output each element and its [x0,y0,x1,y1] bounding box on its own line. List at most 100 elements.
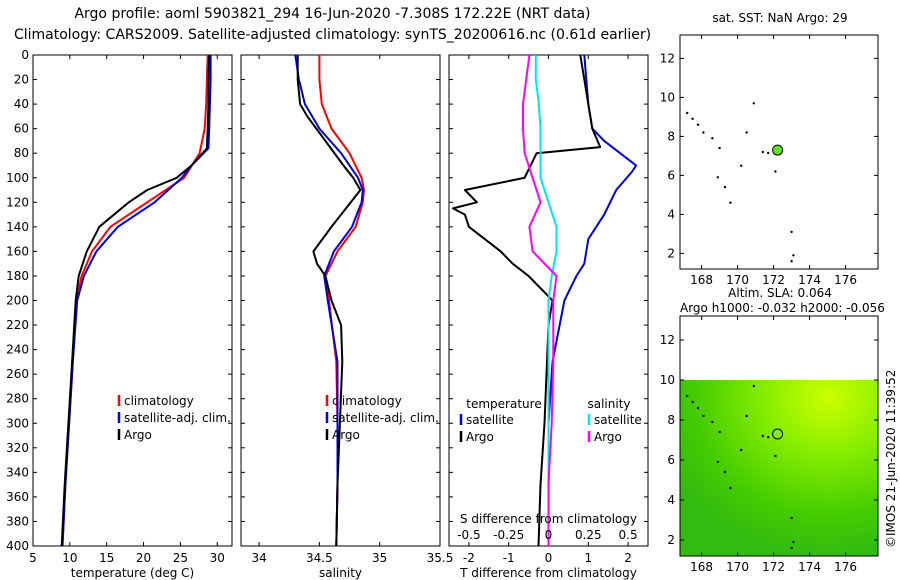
depth-tick-label: 400 [6,539,29,553]
sla-island [723,470,727,474]
sla-lat-label: 8 [667,413,675,427]
depth-tick-label: 140 [6,220,29,234]
sla-island [691,400,694,404]
salinity-x-axis-label: salinity [319,566,362,580]
sla-sla-field [680,380,878,556]
difference-xtick-label: 1 [584,551,592,565]
sst-island [723,185,727,189]
sst-island [752,102,755,105]
sst-island [790,260,793,263]
depth-tick-label: 240 [6,343,29,357]
temperature-legend-label: Argo [124,428,152,442]
depth-tick-label: 360 [6,490,29,504]
temperature-xtick-label: 15 [99,551,114,565]
sst-map-title: sat. SST: NaN Argo: 29 [712,11,848,25]
series-line-difference-s-argo [522,54,558,546]
sla-island [790,516,793,520]
depth-tick-label: 160 [6,244,29,258]
sla-lat-label: 6 [667,453,675,467]
temperature-x-axis-label: temperature (deg C) [71,566,194,580]
temperature-xtick-label: 30 [210,551,225,565]
sla-lon-label: 172 [762,560,785,574]
sla-island [745,414,748,418]
difference-s-tick-label: -0.5 [457,528,480,542]
sst-lat-label: 8 [667,129,675,143]
temperature-xtick-label: 20 [136,551,151,565]
sla-map-title: Altim. SLA: 0.064 [728,286,832,300]
depth-tick-label: 200 [6,294,29,308]
depth-tick-label: 280 [6,392,29,406]
difference-legend-label: satellite [466,413,514,427]
sst-island [790,230,793,234]
difference-legend-label: satellite [594,413,642,427]
salinity-legend-label: Argo [332,428,360,442]
depth-tick-label: 300 [6,416,29,430]
difference-s-tick-label: 0.5 [619,528,638,542]
sst-lat-label: 4 [667,207,675,221]
sla-argo-float-marker [772,428,784,440]
figure-title-line-1: Argo profile: aoml 5903821_294 16-Jun-20… [74,6,591,22]
salinity-legend-label: climatology [332,394,402,408]
difference-s-tick-label: 0.25 [575,528,602,542]
depth-tick-label: 180 [6,269,29,283]
sla-lon-label: 170 [726,560,749,574]
depth-tick-label: 320 [6,441,29,455]
salinity-plot-frame [240,54,441,547]
sst-map-frame [679,34,879,270]
difference-xtick-label: -2 [463,551,475,565]
sla-map-frame [679,315,879,557]
sla-island [792,540,795,544]
difference-legend-salinity-title: salinity [587,397,630,411]
series-line-difference-s-satellite [534,55,558,546]
difference-s-tick-label: 0 [545,528,553,542]
difference-xtick-label: 2 [624,551,632,565]
difference-legend-label: Argo [594,430,622,444]
sst-island [711,137,714,140]
sst-argo-float-marker [772,144,784,156]
difference-legend-temperature-title: temperature [466,397,541,411]
depth-tick-label: 220 [6,318,29,332]
sst-lat-label: 10 [660,90,675,104]
difference-xtick-label: 0 [545,551,553,565]
sla-lat-label: 12 [660,333,675,347]
difference-s-axis-label: S difference from climatology [460,512,637,526]
sst-island [686,111,689,115]
sst-island [745,131,748,134]
depth-tick-label: 0 [21,48,29,62]
sst-island [740,164,743,167]
sla-island [716,460,719,464]
sst-island [767,151,770,155]
difference-xtick-label: -1 [503,551,515,565]
sla-island [790,546,793,550]
depth-tick-label: 20 [14,73,29,87]
sla-lon-label: 174 [798,560,821,574]
depth-tick-label: 40 [14,97,29,111]
sst-island [792,254,795,257]
sla-island [702,414,705,418]
sla-lon-label: 176 [834,560,857,574]
depth-tick-label: 260 [6,367,29,381]
sst-island [691,117,694,121]
sla-lat-label: 4 [667,493,675,507]
sla-island [696,406,700,410]
salinity-xtick-label: 34 [251,551,266,565]
difference-s-tick-label: -0.25 [493,528,524,542]
salinity-xtick-label: 34.5 [306,551,333,565]
sla-island [711,420,714,424]
sst-lon-label: 176 [834,273,857,287]
sla-island [774,454,777,458]
sla-map-subtitle: Argo h1000: -0.032 h2000: -0.056 [680,301,885,315]
salinity-legend-label: satellite-adj. clim. [332,411,439,425]
sla-island [752,384,755,388]
depth-tick-label: 80 [14,146,29,160]
sla-island [761,434,764,438]
series-line-salinity-satellite-adj-clim- [294,54,364,547]
sst-island [729,201,732,204]
sst-island [774,170,777,173]
difference-legend-label: Argo [466,430,494,444]
sla-island [718,430,721,434]
depth-tick-label: 380 [6,514,29,528]
depth-tick-label: 340 [6,465,29,479]
sla-lat-label: 10 [660,373,675,387]
